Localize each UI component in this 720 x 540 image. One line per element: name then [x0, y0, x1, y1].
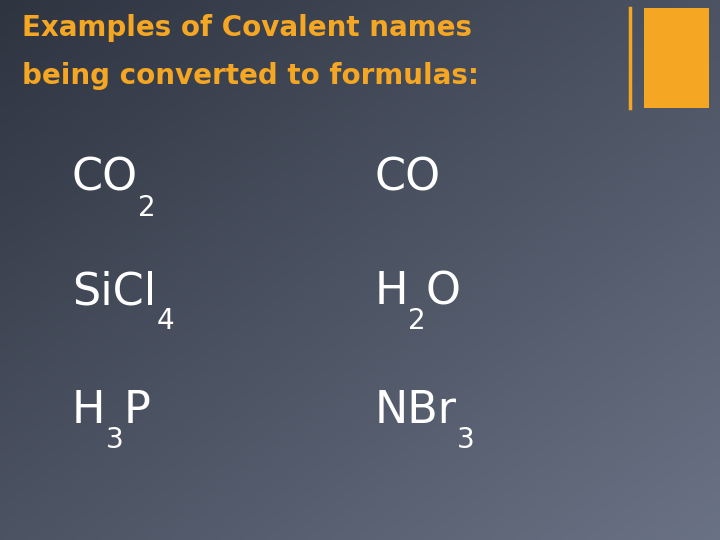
Text: H: H — [374, 270, 408, 313]
Text: Examples of Covalent names: Examples of Covalent names — [22, 14, 472, 42]
Text: 2: 2 — [408, 307, 426, 335]
Text: SiCl: SiCl — [72, 270, 156, 313]
Bar — [644, 8, 709, 108]
Text: 4: 4 — [156, 307, 174, 335]
Text: CO: CO — [374, 157, 441, 200]
Text: H: H — [72, 389, 106, 432]
Text: being converted to formulas:: being converted to formulas: — [22, 62, 479, 90]
Text: 3: 3 — [456, 426, 474, 454]
Text: 2: 2 — [138, 194, 156, 222]
Text: O: O — [426, 270, 461, 313]
Text: P: P — [123, 389, 150, 432]
Text: CO: CO — [72, 157, 138, 200]
Text: 3: 3 — [106, 426, 123, 454]
Text: NBr: NBr — [374, 389, 456, 432]
